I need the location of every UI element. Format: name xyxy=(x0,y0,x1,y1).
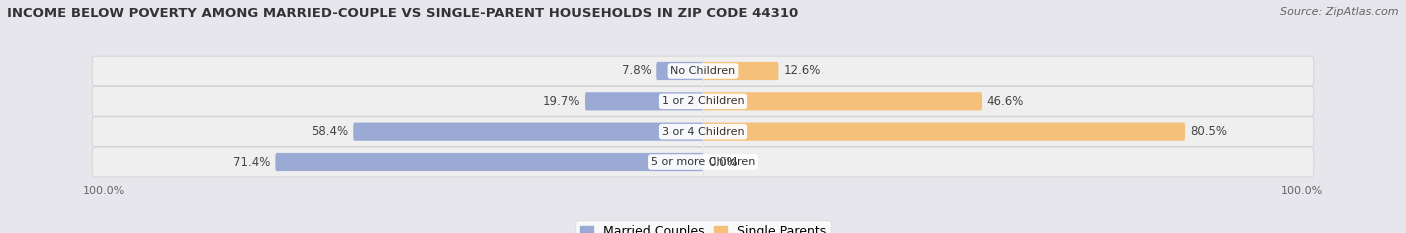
Text: 19.7%: 19.7% xyxy=(543,95,581,108)
FancyBboxPatch shape xyxy=(93,56,1313,86)
FancyBboxPatch shape xyxy=(93,117,1313,147)
Text: 0.0%: 0.0% xyxy=(707,155,737,168)
Text: 71.4%: 71.4% xyxy=(233,155,270,168)
Text: 1 or 2 Children: 1 or 2 Children xyxy=(662,96,744,106)
Text: 58.4%: 58.4% xyxy=(311,125,349,138)
FancyBboxPatch shape xyxy=(703,62,779,80)
Text: 46.6%: 46.6% xyxy=(987,95,1024,108)
FancyBboxPatch shape xyxy=(93,86,1313,116)
FancyBboxPatch shape xyxy=(703,123,1185,141)
Text: 7.8%: 7.8% xyxy=(621,65,651,78)
FancyBboxPatch shape xyxy=(703,92,981,110)
FancyBboxPatch shape xyxy=(93,147,1313,177)
Text: 80.5%: 80.5% xyxy=(1189,125,1227,138)
Text: 5 or more Children: 5 or more Children xyxy=(651,157,755,167)
FancyBboxPatch shape xyxy=(276,153,703,171)
FancyBboxPatch shape xyxy=(585,92,703,110)
Text: No Children: No Children xyxy=(671,66,735,76)
FancyBboxPatch shape xyxy=(353,123,703,141)
Text: INCOME BELOW POVERTY AMONG MARRIED-COUPLE VS SINGLE-PARENT HOUSEHOLDS IN ZIP COD: INCOME BELOW POVERTY AMONG MARRIED-COUPL… xyxy=(7,7,799,20)
FancyBboxPatch shape xyxy=(657,62,703,80)
Text: Source: ZipAtlas.com: Source: ZipAtlas.com xyxy=(1281,7,1399,17)
Legend: Married Couples, Single Parents: Married Couples, Single Parents xyxy=(575,220,831,233)
Text: 12.6%: 12.6% xyxy=(783,65,821,78)
Text: 3 or 4 Children: 3 or 4 Children xyxy=(662,127,744,137)
